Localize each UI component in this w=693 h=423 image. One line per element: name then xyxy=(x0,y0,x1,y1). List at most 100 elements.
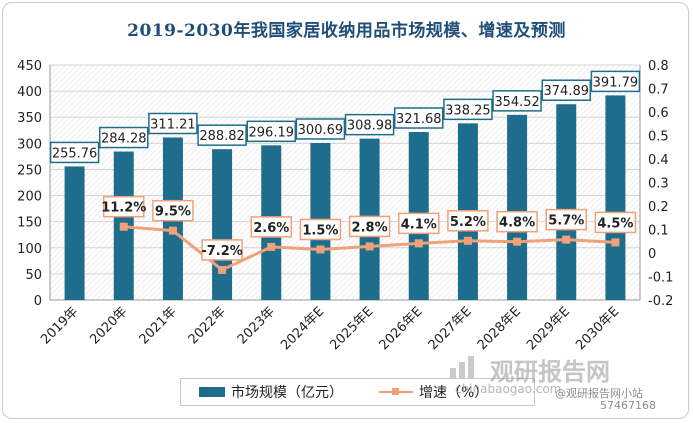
y-right-tick-label: -0.2 xyxy=(648,294,673,309)
y-right-tick-label: 0.8 xyxy=(648,59,669,74)
growth-label-box xyxy=(545,208,587,231)
bar-label-box xyxy=(246,120,296,143)
growth-label-box xyxy=(348,215,391,238)
y-right-tick-label: 0.4 xyxy=(648,153,669,168)
watermark-id: 57467168 xyxy=(600,399,656,412)
bar-data-label: 288.82 xyxy=(199,129,245,144)
growth-label-box xyxy=(103,195,145,218)
growth-data-label: 5.2% xyxy=(450,215,486,230)
bar-label-box xyxy=(197,124,247,146)
y-left-tick-label: 300 xyxy=(17,137,42,152)
y-left-tick-label: 0 xyxy=(34,294,42,309)
bar-data-label: 311.21 xyxy=(150,117,196,132)
y-right-tick-label: 0.1 xyxy=(648,224,669,239)
growth-marker xyxy=(414,239,423,248)
y-right-tick-label: -0.1 xyxy=(648,271,673,286)
bar-data-label: 321.68 xyxy=(396,112,442,127)
growth-marker xyxy=(119,222,128,231)
legend-item-line: 增速（%） xyxy=(379,383,488,401)
x-tick-label: 2028年E xyxy=(475,304,524,353)
growth-data-label: 2.8% xyxy=(352,220,388,235)
growth-data-label: 2.6% xyxy=(253,221,289,236)
bar-label-box xyxy=(344,113,395,136)
bar-data-label: 284.28 xyxy=(101,132,147,147)
growth-marker xyxy=(463,236,472,245)
growth-data-label: 5.7% xyxy=(548,214,584,229)
growth-data-label: -7.2% xyxy=(201,244,242,259)
growth-marker xyxy=(611,238,620,247)
bar xyxy=(556,104,577,300)
bar-label-box xyxy=(394,107,444,129)
legend-item-bar: 市场规模（亿元） xyxy=(199,383,343,401)
growth-marker xyxy=(168,226,177,235)
y-left-tick-label: 150 xyxy=(17,216,42,231)
bar-label-box xyxy=(99,126,149,149)
y-right-tick-label: 0.7 xyxy=(648,83,669,98)
bar xyxy=(507,114,528,300)
growth-label-box xyxy=(299,218,342,241)
growth-data-label: 1.5% xyxy=(302,223,338,238)
bar-label-box xyxy=(492,90,542,112)
growth-marker xyxy=(267,242,276,251)
watermark-logo-icon xyxy=(450,356,474,378)
chart-legend: 市场规模（亿元） 增速（%） xyxy=(180,378,535,406)
x-tick-label: 2023年 xyxy=(235,304,278,347)
growth-marker xyxy=(365,242,374,251)
growth-label-box xyxy=(496,210,538,233)
growth-marker xyxy=(513,237,522,246)
y-right-tick-label: 0.5 xyxy=(648,130,669,145)
y-right-tick-label: 0.3 xyxy=(648,177,669,192)
growth-label-box xyxy=(447,210,489,232)
bar-data-label: 374.89 xyxy=(544,84,590,99)
bar-data-label: 354.52 xyxy=(494,95,540,110)
growth-label-box xyxy=(250,216,292,238)
growth-data-label: 9.5% xyxy=(155,205,191,220)
growth-label-box xyxy=(201,239,243,261)
y-left-tick-label: 100 xyxy=(17,242,42,257)
bar-data-label: 255.76 xyxy=(52,146,98,161)
bar-label-box xyxy=(148,112,198,135)
x-tick-label: 2029年E xyxy=(524,304,573,353)
x-tick-label: 2019年 xyxy=(38,304,81,347)
bar-label-box xyxy=(541,79,591,101)
bar-label-box xyxy=(295,118,346,140)
y-right-tick-label: 0 xyxy=(648,247,656,262)
bar-data-label: 308.98 xyxy=(347,119,393,134)
y-right-tick-label: 0.2 xyxy=(648,200,669,215)
growth-data-label: 4.5% xyxy=(597,216,633,231)
growth-marker xyxy=(562,235,571,244)
bar-data-label: 296.19 xyxy=(249,125,295,140)
x-tick-label: 2022年 xyxy=(186,304,229,347)
bar-data-label: 300.69 xyxy=(298,123,344,138)
bar-label-box xyxy=(443,98,493,121)
y-left-tick-label: 350 xyxy=(17,111,42,126)
bar-data-label: 391.79 xyxy=(593,75,639,90)
y-left-tick-label: 250 xyxy=(17,163,42,178)
x-tick-label: 2021年 xyxy=(137,304,180,347)
bar-label-box xyxy=(49,141,100,164)
x-tick-label: 2026年E xyxy=(377,304,426,353)
y-right-tick-label: 0.6 xyxy=(648,106,669,121)
growth-label-box xyxy=(398,212,440,235)
legend-line-label: 增速（%） xyxy=(419,385,489,401)
watermark-brand: 观研报告网 xyxy=(490,358,610,386)
bar-label-box xyxy=(590,70,641,93)
bar xyxy=(212,149,233,300)
growth-data-label: 4.1% xyxy=(401,217,437,232)
x-tick-label: 2020年 xyxy=(87,304,130,347)
watermark-social: @观研报告网小站 xyxy=(555,387,643,400)
growth-label-box xyxy=(152,199,194,222)
y-left-tick-label: 450 xyxy=(17,59,42,74)
y-left-tick-label: 50 xyxy=(25,268,42,283)
x-tick-label: 2027年E xyxy=(426,304,475,353)
bar xyxy=(64,166,85,300)
bar xyxy=(605,95,626,300)
growth-data-label: 4.8% xyxy=(499,216,535,231)
chart-title: 2019-2030年我国家居收纳用品市场规模、增速及预测 xyxy=(127,21,566,41)
watermark-url: chinabaogao.com xyxy=(455,382,562,396)
x-tick-label: 2025年E xyxy=(327,304,376,353)
legend-line-swatch xyxy=(379,386,413,398)
growth-data-label: 11.2% xyxy=(101,201,146,216)
bar-data-label: 338.25 xyxy=(445,103,491,118)
